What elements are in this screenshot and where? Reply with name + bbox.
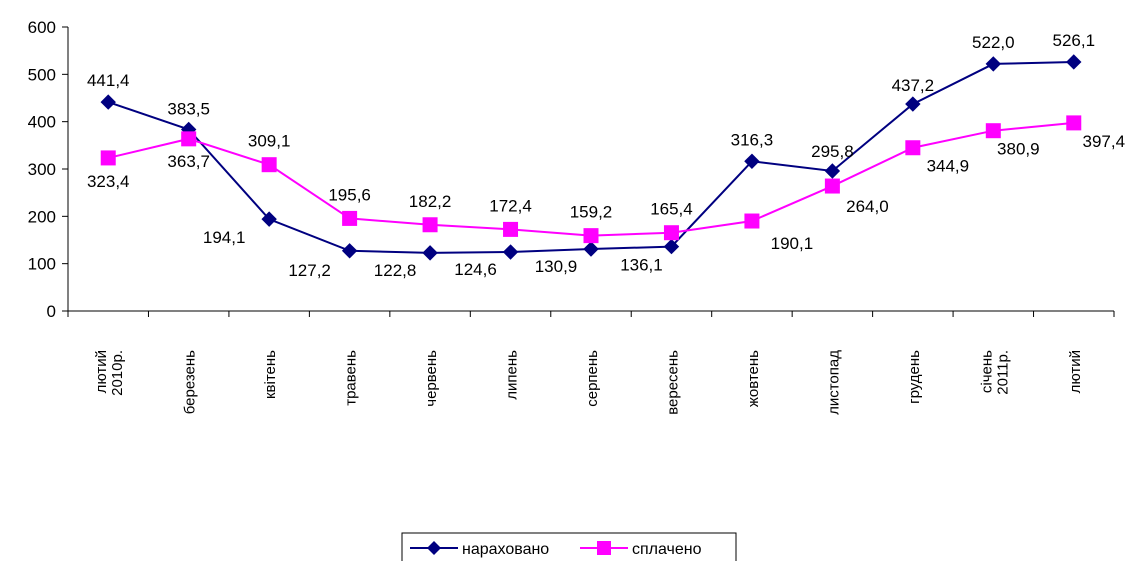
y-tick-label: 200 — [28, 207, 56, 226]
x-category-label: лютий2010р. — [93, 350, 126, 396]
data-point-diamond — [1066, 54, 1082, 70]
data-label: 182,2 — [409, 192, 452, 211]
x-category-label: жовтень — [745, 350, 762, 407]
data-point-diamond — [824, 163, 841, 179]
x-category-label-line: січень — [978, 350, 995, 393]
x-category-label-line: травень — [343, 350, 360, 406]
y-tick-label: 500 — [28, 65, 56, 84]
y-tick-label: 400 — [28, 113, 56, 132]
x-category-label-line: липень — [504, 350, 521, 400]
data-point-square — [663, 225, 679, 241]
x-category-label-line: серпень — [584, 350, 601, 407]
data-label: 522,0 — [972, 33, 1015, 52]
x-category-label: травень — [343, 350, 360, 406]
legend-marker-diamond — [427, 541, 441, 555]
legend: нараховано сплачено — [401, 532, 737, 561]
x-category-label-line: 2011р. — [994, 350, 1011, 395]
legend-label: нараховано — [462, 541, 549, 558]
data-label: 383,5 — [167, 99, 210, 118]
x-category-label-line: 2010р. — [109, 350, 126, 396]
x-category-label-line: березень — [182, 350, 199, 414]
y-tick-label: 600 — [28, 18, 56, 37]
data-point-square — [100, 150, 116, 166]
data-label: 397,4 — [1082, 132, 1125, 151]
data-label: 264,0 — [846, 197, 889, 216]
data-point-diamond — [341, 243, 358, 259]
legend-marker-square — [597, 541, 611, 555]
data-point-diamond — [583, 241, 599, 257]
legend-label: сплачено — [632, 541, 702, 558]
data-point-diamond — [985, 56, 1002, 72]
data-label: 363,7 — [167, 152, 210, 171]
data-point-diamond — [100, 94, 116, 110]
data-label: 316,3 — [731, 130, 774, 149]
data-label: 194,1 — [203, 228, 246, 247]
y-axis: 0 100 200 300 400 500 600 — [28, 18, 69, 321]
x-category-label: липень — [504, 350, 521, 400]
data-label: 323,4 — [87, 172, 130, 191]
data-point-diamond — [422, 245, 438, 261]
x-category-label: червень — [423, 350, 440, 407]
data-point-square — [744, 213, 760, 229]
data-label: 441,4 — [87, 71, 130, 90]
data-label: 295,8 — [811, 142, 854, 161]
data-label: 309,1 — [248, 132, 291, 151]
x-category-label: березень — [182, 350, 199, 414]
data-point-square — [422, 217, 438, 233]
x-category-label-line: жовтень — [745, 350, 762, 407]
x-category-label-line: вересень — [664, 350, 681, 415]
series-markers — [100, 54, 1082, 261]
x-category-label: січень2011р. — [978, 350, 1011, 395]
y-tick-label: 100 — [28, 255, 56, 274]
x-category-label-line: червень — [423, 350, 440, 407]
data-point-diamond — [261, 211, 277, 227]
data-point-square — [503, 221, 519, 237]
x-category-label: квітень — [262, 350, 279, 399]
data-point-diamond — [905, 96, 921, 112]
data-label: 172,4 — [489, 196, 532, 215]
data-point-diamond — [663, 238, 680, 255]
data-label: 380,9 — [997, 140, 1040, 159]
data-label: 127,2 — [288, 261, 331, 280]
data-label: 136,1 — [620, 256, 663, 275]
data-label: 195,6 — [328, 185, 371, 204]
x-axis: лютий2010р. березень квітень травень червень… — [67, 310, 1115, 415]
x-category-label: вересень — [664, 350, 681, 415]
data-point-diamond — [502, 244, 519, 260]
data-point-square — [181, 131, 197, 147]
x-category-label-line: листопад — [825, 350, 842, 415]
x-category-label: листопад — [825, 350, 842, 415]
data-label: 159,2 — [570, 203, 613, 222]
x-category-label: серпень — [584, 350, 601, 407]
data-label: 165,4 — [650, 200, 693, 219]
data-label: 130,9 — [535, 257, 578, 276]
data-label: 122,8 — [374, 261, 417, 280]
data-point-diamond — [744, 153, 760, 169]
x-category-label-line: квітень — [262, 350, 279, 399]
data-point-square — [583, 228, 599, 244]
x-category-label: грудень — [906, 350, 923, 404]
x-category-label-line: лютий — [1067, 350, 1084, 393]
x-category-label-line: грудень — [906, 350, 923, 404]
x-category-label: лютий — [1067, 350, 1084, 393]
data-point-square — [985, 123, 1001, 139]
data-label: 124,6 — [454, 260, 497, 279]
data-labels: 441,4 383,5 194,1 127,2 122,8 124,6 130,9 136,1… — [87, 31, 1125, 280]
data-point-square — [905, 140, 921, 156]
data-point-square — [342, 210, 358, 226]
y-tick-label: 300 — [28, 160, 56, 179]
x-category-label-line: лютий — [93, 350, 110, 393]
data-label: 344,9 — [927, 157, 970, 176]
data-point-square — [824, 178, 840, 194]
data-label: 190,1 — [771, 234, 814, 253]
y-tick-label: 0 — [47, 302, 56, 321]
data-label: 437,2 — [892, 76, 935, 95]
data-point-square — [261, 157, 277, 173]
data-point-square — [1066, 115, 1082, 131]
data-label: 526,1 — [1052, 31, 1095, 50]
